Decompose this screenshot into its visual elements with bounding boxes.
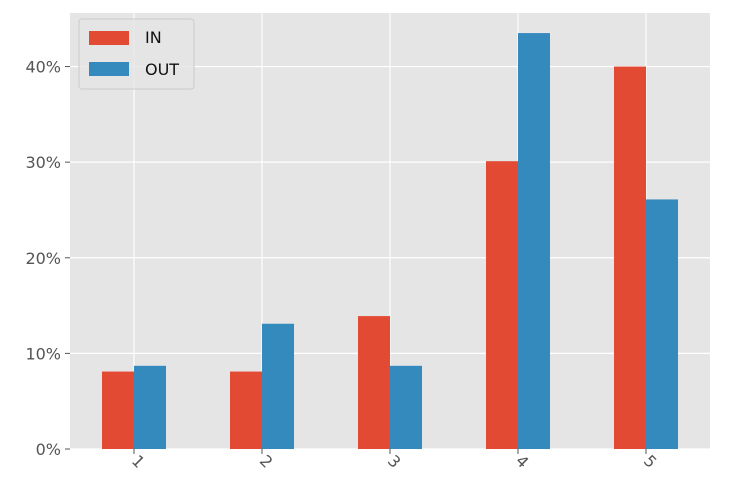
bar-in-1	[102, 371, 134, 449]
y-tick-label: 20%	[25, 249, 61, 268]
y-tick-label: 30%	[25, 153, 61, 172]
y-tick-label: 10%	[25, 344, 61, 363]
legend: IN OUT	[78, 18, 195, 90]
y-axis-ticks: 0% 10% 20% 30% 40%	[25, 58, 70, 459]
bar-out-2	[262, 323, 294, 449]
x-tick-label: 3	[384, 451, 405, 472]
x-tick-label: 4	[512, 451, 533, 472]
y-tick-label: 40%	[25, 58, 61, 77]
bar-in-5	[614, 66, 646, 450]
bar-out-3	[390, 365, 422, 449]
bar-in-4	[486, 161, 518, 449]
legend-label-out: OUT	[145, 60, 179, 79]
x-tick-label: 2	[256, 451, 277, 472]
x-tick-label: 1	[128, 451, 149, 472]
bar-in-3	[358, 316, 390, 449]
bars	[102, 33, 678, 450]
legend-label-in: IN	[145, 28, 162, 47]
bar-out-1	[134, 365, 166, 449]
legend-swatch-in	[89, 31, 129, 45]
x-axis-ticks: 1 2 3 4 5	[128, 449, 661, 472]
legend-swatch-out	[89, 62, 129, 76]
bar-out-5	[646, 199, 678, 449]
bar-in-2	[230, 371, 262, 449]
y-tick-label: 0%	[36, 440, 61, 459]
x-tick-label: 5	[640, 451, 661, 472]
bar-out-4	[518, 33, 550, 449]
